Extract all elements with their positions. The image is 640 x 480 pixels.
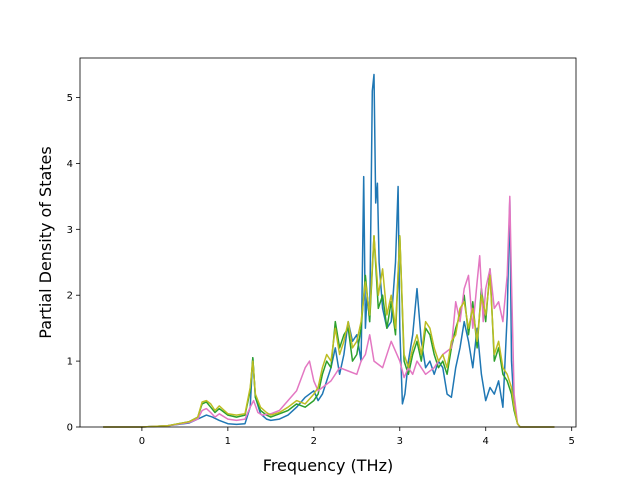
x-tick-label: 3 (397, 436, 403, 447)
y-tick-label: 1 (67, 357, 73, 368)
y-tick-label: 4 (67, 159, 73, 170)
x-tick-label: 4 (483, 436, 489, 447)
x-tick-label: 2 (311, 436, 317, 447)
plot-frame (79, 57, 577, 428)
x-axis-label: Frequency (THz) (263, 456, 393, 475)
plot-area (80, 58, 576, 427)
x-tick-label: 1 (225, 436, 231, 447)
x-axis-ticks: 0 1 2 3 4 5 (139, 427, 575, 447)
x-tick-label: 0 (139, 436, 145, 447)
y-tick-label: 3 (67, 225, 73, 236)
x-tick-label: 5 (569, 436, 575, 447)
series-line-4 (103, 235, 555, 428)
series-layer (103, 73, 555, 428)
y-tick-label: 0 (67, 423, 73, 434)
y-axis-label: Partial Density of States (36, 146, 55, 338)
y-axis-ticks: 0 1 2 3 4 5 (67, 93, 80, 434)
y-tick-label: 2 (67, 291, 73, 302)
y-tick-label: 5 (67, 93, 73, 104)
